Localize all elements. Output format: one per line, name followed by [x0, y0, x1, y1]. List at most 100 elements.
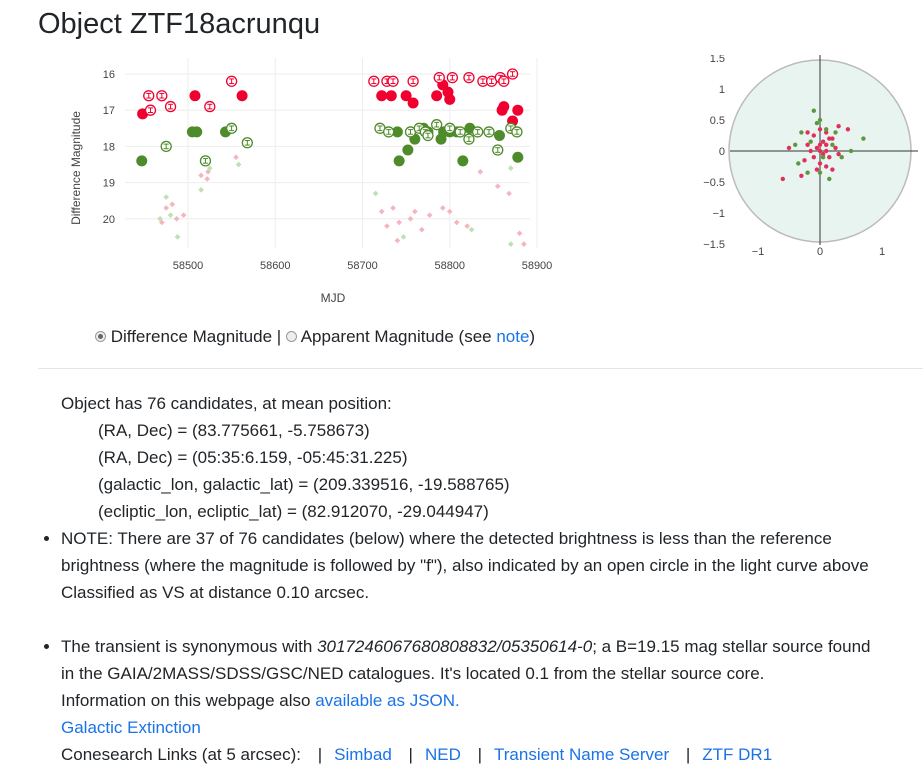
json-link[interactable]: available as JSON. — [315, 691, 460, 710]
note-line-2: brightness (where the magnitude is follo… — [61, 556, 869, 575]
position-point — [830, 136, 835, 141]
position-point — [805, 170, 810, 175]
faint-point — [419, 226, 425, 233]
galactic-extinction-link[interactable]: Galactic Extinction — [61, 718, 201, 737]
position-point — [827, 155, 832, 160]
simbad-link[interactable]: Simbad — [334, 745, 392, 764]
data-point-open — [199, 155, 212, 167]
position-point — [848, 148, 854, 154]
faint-point — [235, 161, 242, 168]
faint-point — [426, 212, 433, 219]
data-point-open — [485, 75, 498, 87]
x-tick-label: −1 — [752, 246, 765, 258]
section-divider — [38, 368, 923, 369]
data-point — [400, 90, 412, 102]
faint-point — [173, 215, 180, 222]
object-info: Object has 76 candidates, at mean positi… — [38, 390, 923, 768]
faint-point — [157, 215, 163, 222]
faint-point — [506, 190, 512, 197]
radec-degrees: (RA, Dec) = (83.775661, -5.758673) — [98, 417, 923, 444]
data-point-open — [156, 90, 168, 102]
data-point — [391, 126, 403, 138]
data-point-open — [463, 71, 475, 84]
apparent-magnitude-label[interactable]: Apparent Magnitude (see — [300, 327, 497, 346]
position-point — [805, 142, 810, 147]
apparent-magnitude-radio[interactable] — [285, 331, 297, 343]
y-tick-label: −1.5 — [703, 239, 725, 251]
faint-point — [372, 190, 379, 197]
light-curve-plot[interactable]: 58500 58600 58700 58800 58900 16 17 18 19 20 Dif… — [60, 58, 560, 313]
faint-point — [233, 154, 239, 161]
position-point — [817, 117, 823, 123]
position-x-ticks: −1 0 1 — [752, 246, 885, 258]
synonym-line-2: in the GAIA/2MASS/SDSS/GSC/NED catalogue… — [61, 664, 765, 683]
faint-point — [494, 183, 501, 190]
ned-link[interactable]: NED — [424, 745, 461, 764]
data-point — [402, 144, 414, 156]
data-point — [512, 104, 524, 116]
position-point — [799, 130, 804, 135]
difference-magnitude-label[interactable]: Difference Magnitude — [110, 327, 273, 346]
data-point-open — [444, 122, 456, 134]
position-point — [827, 136, 832, 141]
position-point — [805, 130, 810, 135]
faint-point — [507, 241, 514, 247]
faint-point — [396, 219, 402, 226]
list-item: The transient is synonymous with 3017246… — [61, 633, 923, 687]
synonym-prefix: The transient is synonymous with — [61, 637, 318, 656]
ecliptic-coords: (ecliptic_lon, ecliptic_lat) = (82.91207… — [98, 498, 923, 525]
magnitude-toggle: Difference Magnitude | Apparent Magnitud… — [95, 327, 535, 347]
data-point — [496, 104, 508, 116]
faint-point — [206, 165, 213, 171]
x-tick-label: 1 — [879, 246, 885, 258]
difference-magnitude-radio[interactable] — [95, 331, 106, 343]
position-point — [786, 145, 792, 151]
faint-point — [180, 212, 187, 219]
position-points — [780, 108, 866, 182]
x-tick-label: 58800 — [434, 260, 465, 272]
data-point — [407, 97, 419, 109]
position-point — [824, 148, 829, 154]
y-tick-label: 1.5 — [710, 55, 725, 65]
data-point — [512, 151, 524, 163]
light-curve-y-axis-label: Difference Magnitude — [69, 111, 83, 225]
faint-point — [204, 176, 211, 182]
faint-point — [439, 205, 446, 211]
position-point — [861, 136, 866, 141]
tns-link[interactable]: Transient Name Server — [494, 745, 670, 764]
position-point — [814, 167, 820, 172]
light-curve-x-axis-label: MJD — [321, 291, 346, 305]
position-point — [811, 155, 816, 160]
position-point — [817, 142, 823, 147]
note-link[interactable]: note — [496, 327, 530, 346]
data-point-open — [144, 104, 157, 116]
faint-point — [464, 223, 471, 229]
data-point — [191, 126, 203, 138]
synonym-id: 3017246067680808832/05350614-0 — [317, 637, 593, 656]
data-point-open — [241, 137, 253, 149]
list-item: NOTE: There are 37 of 76 candidates (bel… — [61, 525, 923, 579]
position-point — [808, 148, 813, 154]
position-point — [845, 127, 851, 132]
position-point — [811, 133, 816, 138]
data-point — [136, 155, 148, 167]
data-point-open — [164, 100, 177, 113]
data-point — [444, 93, 456, 105]
data-point-open — [463, 133, 475, 145]
data-point-open — [407, 75, 419, 87]
data-point-open — [472, 126, 484, 138]
list-item: Object has 76 candidates, at mean positi… — [61, 390, 923, 525]
position-point — [817, 127, 823, 132]
ztf-dr1-link[interactable]: ZTF DR1 — [702, 745, 773, 764]
synonym-line-1: The transient is synonymous with 3017246… — [61, 633, 923, 660]
y-tick-label: 1 — [719, 84, 725, 96]
data-point — [385, 90, 397, 102]
light-curve-x-ticks: 58500 58600 58700 58800 58900 — [173, 260, 553, 272]
data-point-open — [477, 75, 489, 87]
toggle-close-paren: ) — [529, 327, 536, 346]
position-point — [830, 167, 835, 172]
position-scatter-plot[interactable]: 1.5 1 0.5 0 −0.5 −1 −1.5 −1 0 1 — [690, 55, 920, 265]
data-point — [236, 90, 248, 102]
position-point — [814, 120, 820, 126]
position-point — [824, 142, 829, 147]
